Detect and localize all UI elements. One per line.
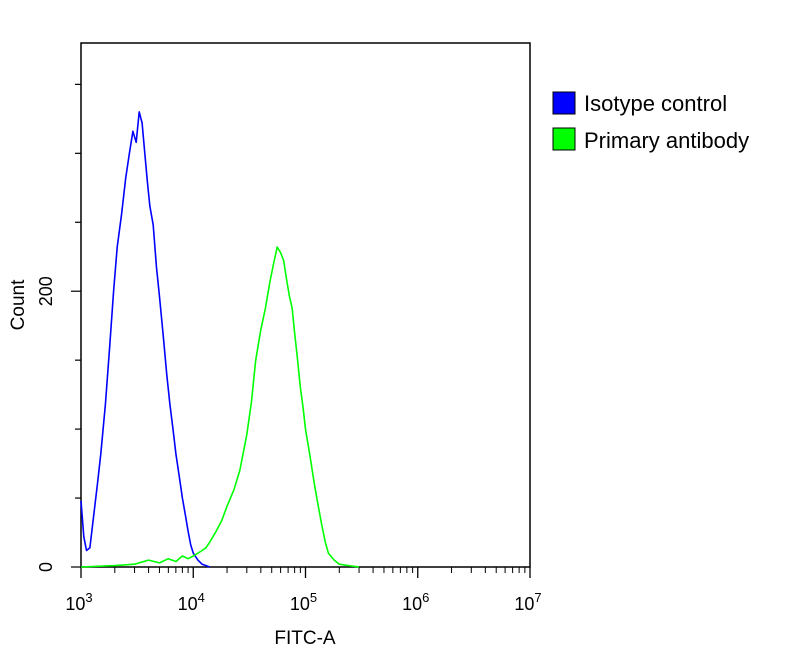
x-axis-label: FITC-A	[274, 628, 336, 649]
series-line-isotype-control	[80, 111, 210, 568]
x-tick-label: 105	[290, 590, 317, 614]
x-tick-label: 106	[402, 590, 429, 614]
x-tick-label: 107	[514, 590, 541, 614]
series-line-primary-antibody	[80, 246, 360, 568]
legend-swatch-isotype	[552, 91, 576, 115]
y-axis-label: Count	[8, 279, 29, 330]
legend-label-isotype: Isotype control	[584, 91, 727, 116]
x-axis-ticks: 103 104 105 106 107	[65, 567, 542, 614]
legend-label-primary: Primary antibody	[584, 128, 749, 153]
plot-frame	[80, 42, 531, 568]
legend-swatch-primary	[552, 127, 576, 151]
x-tick-label: 103	[65, 590, 92, 614]
y-tick-label: 200	[36, 276, 56, 306]
series-lines	[80, 111, 360, 568]
legend: Isotype control Primary antibody	[552, 91, 749, 153]
x-tick-label: 104	[178, 590, 205, 614]
y-axis-ticks: 0 200	[36, 83, 81, 572]
y-tick-label: 0	[36, 562, 56, 572]
